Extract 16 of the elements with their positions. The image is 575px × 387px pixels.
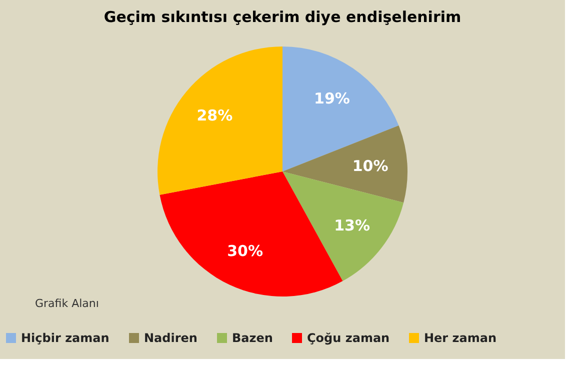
data-label: 10% (352, 156, 388, 175)
pie-slice (282, 172, 404, 282)
legend-label: Her zaman (424, 331, 497, 345)
pie-slice (282, 125, 408, 203)
legend-label: Bazen (232, 331, 273, 345)
legend-label: Çoğu zaman (307, 331, 390, 345)
pie-slice (282, 46, 399, 172)
pie-slice (158, 46, 282, 195)
text: Grafik Alanı (35, 297, 99, 310)
chart-title: Geçim sıkıntısı çekerim diye endişelenirim (104, 8, 462, 26)
data-label: 30% (227, 242, 263, 260)
data-label: 28% (196, 106, 233, 124)
data-label: 19% (314, 90, 350, 108)
data-label: 13% (334, 216, 370, 234)
legend-label: Nadiren (144, 331, 198, 345)
legend-label: Hiçbir zaman (21, 331, 110, 345)
